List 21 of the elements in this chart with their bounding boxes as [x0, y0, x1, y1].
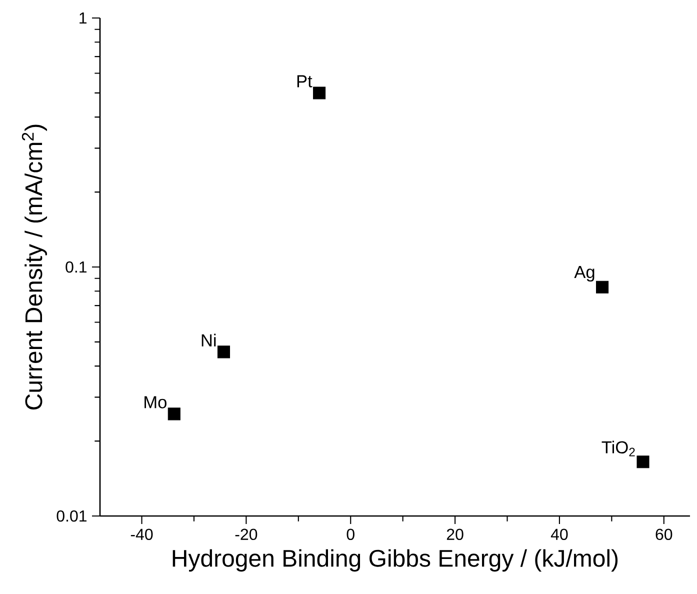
- y-axis-title: Current Density / (mA/cm$^{2}$): [22, 124, 47, 410]
- annotation: Mo: [144, 396, 166, 408]
- point: [636, 456, 650, 468]
- y-tick-label: 0.1: [66, 261, 87, 273]
- x-tick-label: -20: [235, 528, 258, 540]
- x-tick-label: 0: [346, 528, 354, 540]
- x-tick-label: 40: [550, 528, 568, 540]
- y-tick-label: 0.01: [56, 510, 87, 522]
- x-axis-title: Hydrogen Binding Gibbs Energy / (kJ/mol): [172, 549, 618, 572]
- annotation: Ag: [574, 266, 594, 282]
- point: [217, 346, 230, 358]
- y-tick-label: 1: [80, 12, 87, 24]
- annotation: Pt: [297, 75, 312, 88]
- x-tick-label: 20: [446, 528, 464, 540]
- annotation: Ni: [202, 334, 216, 346]
- x-tick-label: 60: [656, 528, 672, 540]
- x-tick-label: -40: [130, 528, 153, 540]
- annotation: TiO$_{2}$: [602, 440, 635, 456]
- point: [313, 86, 326, 100]
- point: [168, 408, 180, 420]
- point: [596, 280, 609, 294]
